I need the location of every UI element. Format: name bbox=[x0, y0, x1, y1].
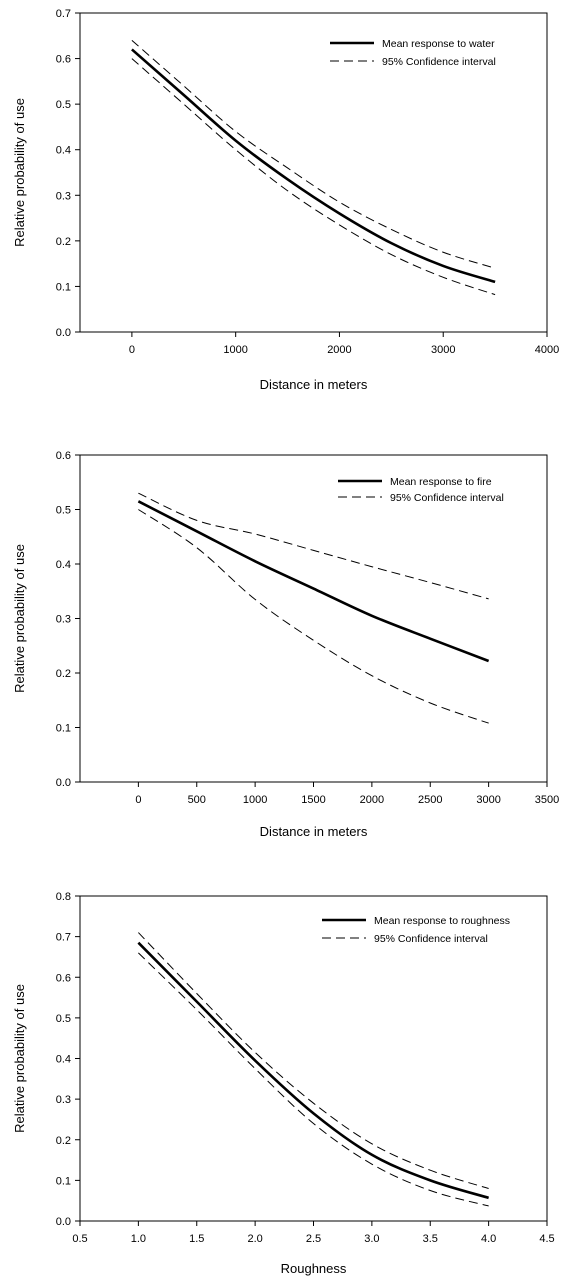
y-tick-label: 0.1 bbox=[56, 1175, 71, 1187]
y-tick-label: 0.6 bbox=[56, 54, 71, 66]
legend-label: Mean response to roughness bbox=[374, 915, 510, 927]
legend-label: Mean response to fire bbox=[390, 476, 492, 488]
y-tick-label: 0.6 bbox=[56, 972, 71, 984]
y-axis-label: Relative probability of use bbox=[12, 984, 27, 1133]
x-tick-label: 1500 bbox=[301, 794, 325, 806]
y-tick-label: 0.3 bbox=[56, 1094, 71, 1106]
mean-line bbox=[137, 941, 490, 1200]
plot-frame bbox=[79, 12, 548, 333]
x-tick-label: 1000 bbox=[223, 344, 247, 356]
chart-3: 0.0 0.1 0.2 0.3 0.4 0.5 0.6 0.7 0.8 0.5 1.0 1.5 2.0 2… bbox=[12, 891, 555, 1276]
x-tick-label: 1.0 bbox=[131, 1233, 146, 1245]
chart-2: 0.0 0.1 0.2 0.3 0.4 0.5 0.6 0 500 1000 1500 2000 250… bbox=[12, 450, 559, 839]
ci-line-upper bbox=[131, 39, 496, 269]
y-tick-label: 0.0 bbox=[56, 327, 71, 339]
ci-line-lower bbox=[138, 509, 489, 724]
y-tick-label: 0.6 bbox=[56, 450, 71, 462]
x-tick-label: 2.5 bbox=[306, 1233, 321, 1245]
y-axis-label: Relative probability of use bbox=[12, 98, 27, 247]
x-tick-label: 4000 bbox=[535, 344, 559, 356]
y-tick-label: 0.3 bbox=[56, 614, 71, 626]
mean-line bbox=[131, 48, 496, 284]
x-tick-label: 1.5 bbox=[189, 1233, 204, 1245]
x-tick-label: 500 bbox=[188, 794, 206, 806]
y-axis-label: Relative probability of use bbox=[12, 544, 27, 693]
x-axis-label: Distance in meters bbox=[260, 377, 368, 392]
x-tick-label: 2.0 bbox=[247, 1233, 262, 1245]
x-tick-label: 1000 bbox=[243, 794, 267, 806]
x-tick-label: 2000 bbox=[327, 344, 351, 356]
plot-frame bbox=[79, 454, 548, 783]
y-tick-label: 0.1 bbox=[56, 281, 71, 293]
y-tick-label: 0.5 bbox=[56, 1013, 71, 1025]
y-tick-label: 0.4 bbox=[56, 1054, 71, 1066]
x-tick-label: 0 bbox=[135, 794, 141, 806]
x-axis-label: Roughness bbox=[281, 1261, 347, 1276]
x-tick-label: 3000 bbox=[476, 794, 500, 806]
x-axis-label: Distance in meters bbox=[260, 824, 368, 839]
x-tick-label: 4.5 bbox=[539, 1233, 554, 1245]
y-tick-label: 0.5 bbox=[56, 505, 71, 517]
x-tick-label: 0.5 bbox=[72, 1233, 87, 1245]
y-tick-label: 0.2 bbox=[56, 668, 71, 680]
legend-label: 95% Confidence interval bbox=[382, 56, 496, 68]
x-tick-label: 4.0 bbox=[481, 1233, 496, 1245]
ci-line-upper bbox=[138, 492, 489, 600]
x-tick-label: 3.5 bbox=[423, 1233, 438, 1245]
y-tick-label: 0.7 bbox=[56, 8, 71, 20]
legend-label: Mean response to water bbox=[382, 38, 495, 50]
legend-label: 95% Confidence interval bbox=[374, 933, 488, 945]
legend-label: 95% Confidence interval bbox=[390, 492, 504, 504]
x-tick-label: 3.0 bbox=[364, 1233, 379, 1245]
y-tick-label: 0.0 bbox=[56, 777, 71, 789]
x-tick-label: 2500 bbox=[418, 794, 442, 806]
x-tick-label: 0 bbox=[129, 344, 135, 356]
y-tick-label: 0.4 bbox=[56, 145, 71, 157]
x-tick-label: 2000 bbox=[360, 794, 384, 806]
x-tick-label: 3500 bbox=[535, 794, 559, 806]
y-tick-label: 0.0 bbox=[56, 1216, 71, 1228]
y-tick-label: 0.8 bbox=[56, 891, 71, 903]
mean-line bbox=[137, 500, 490, 663]
x-tick-label: 3000 bbox=[431, 344, 455, 356]
y-tick-label: 0.7 bbox=[56, 932, 71, 944]
y-tick-label: 0.3 bbox=[56, 190, 71, 202]
y-tick-label: 0.2 bbox=[56, 236, 71, 248]
ci-line-lower bbox=[131, 58, 496, 296]
ci-line-lower bbox=[138, 952, 489, 1207]
y-tick-label: 0.2 bbox=[56, 1135, 71, 1147]
y-tick-label: 0.1 bbox=[56, 723, 71, 735]
chart-1: 0.0 0.1 0.2 0.3 0.4 0.5 0.6 0.7 0 1000 2000 3000 400… bbox=[12, 8, 559, 392]
y-tick-label: 0.5 bbox=[56, 99, 71, 111]
y-tick-label: 0.4 bbox=[56, 559, 71, 571]
ci-line-upper bbox=[138, 932, 489, 1189]
